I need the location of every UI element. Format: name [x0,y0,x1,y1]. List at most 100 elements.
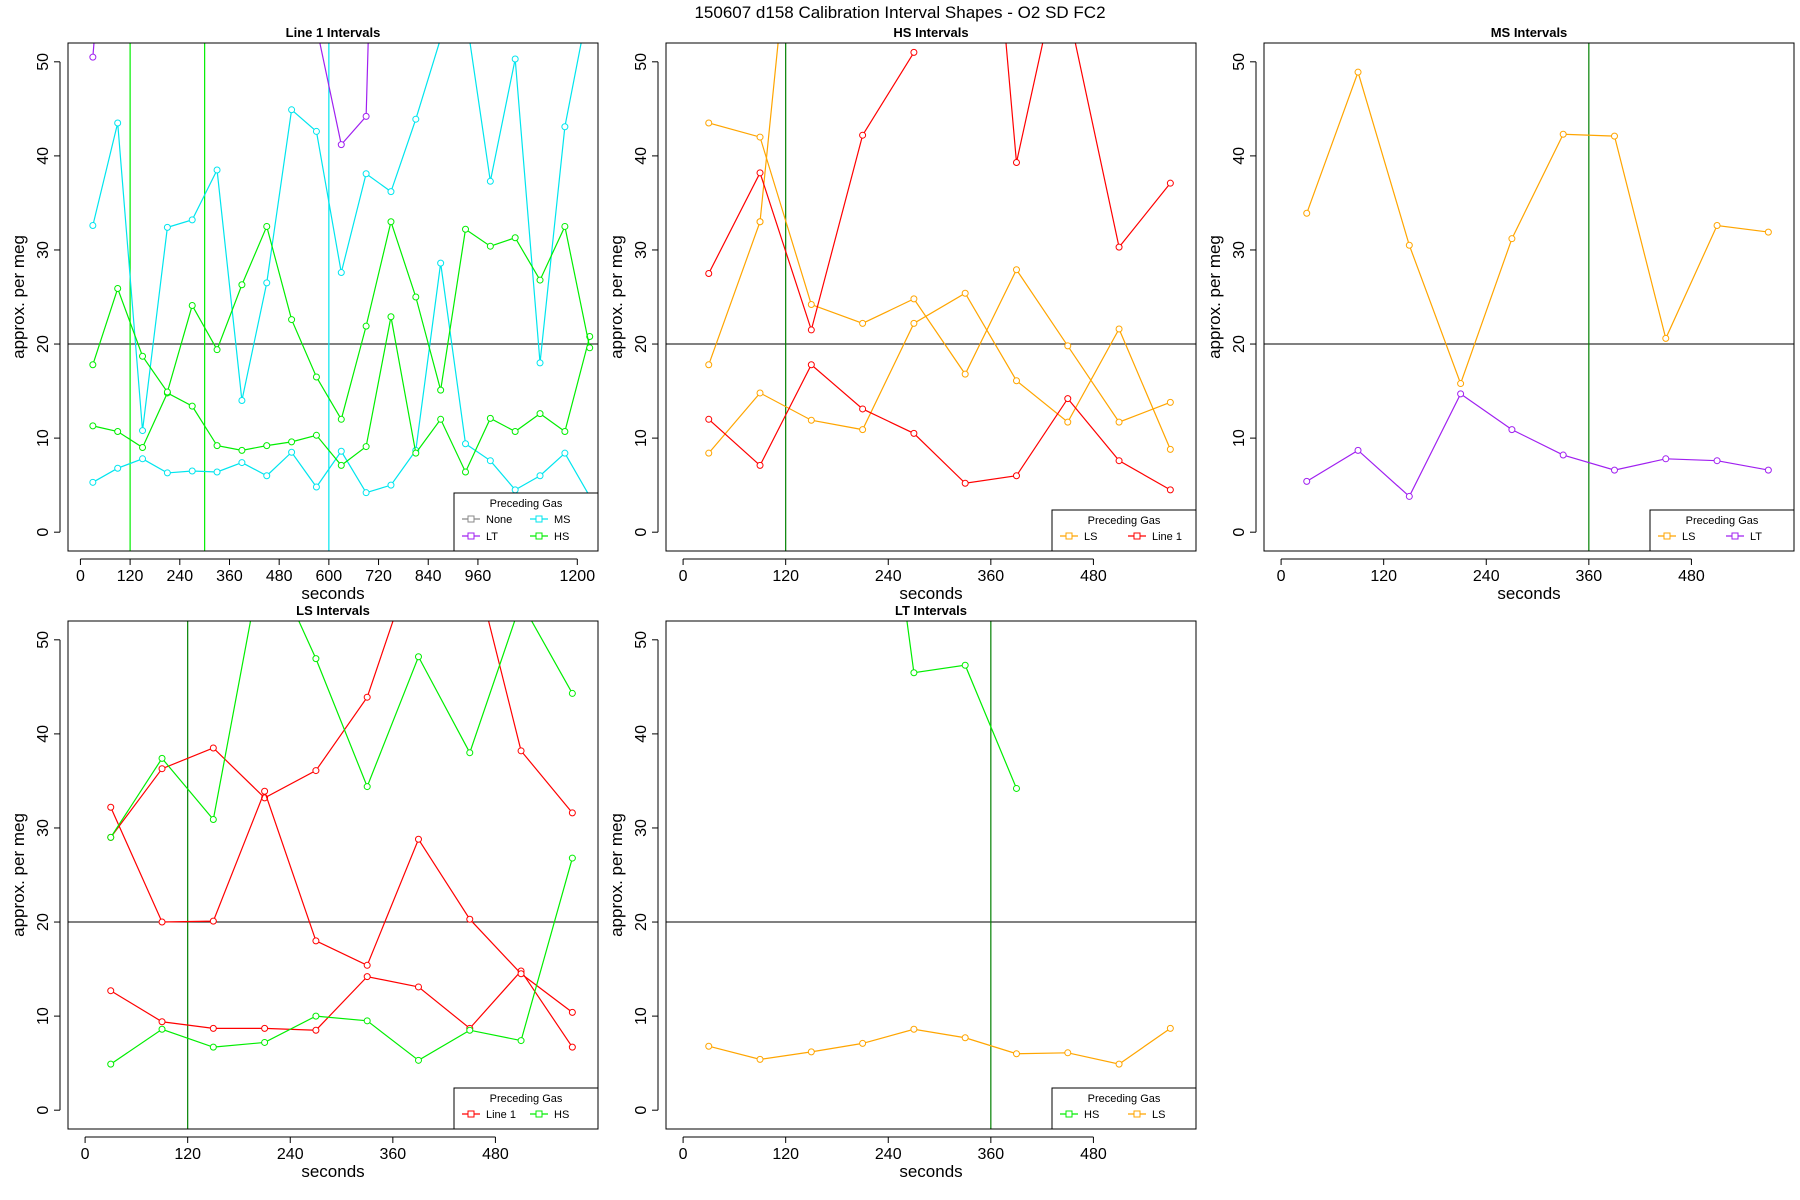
data-point [1012,377,1020,385]
x-axis: 0 120 240 360 480 seconds [679,558,1107,603]
y-tick-label: 0 [35,1106,52,1115]
legend-swatch-marker [467,1110,475,1118]
data-point [312,1012,320,1020]
data-point [756,218,764,226]
data-point [511,428,519,436]
data-point [568,809,576,817]
data-point [466,749,474,757]
data-point [288,438,296,446]
plot-area [68,621,598,1129]
x-tick-label: 360 [1575,568,1602,585]
data-point [261,1038,269,1046]
x-tick-label: 360 [977,1146,1004,1163]
x-axis-label: seconds [301,1162,364,1181]
x-tick-label: 480 [1678,568,1705,585]
data-point [807,361,815,369]
legend-entry: LS [1060,531,1097,543]
y-axis-label: approx. per meg [9,813,28,937]
figure-title: 150607 d158 Calibration Interval Shapes … [694,3,1105,22]
x-tick-label: 120 [1370,568,1397,585]
legend-swatch-marker [535,532,543,540]
data-point [1012,1050,1020,1058]
data-point [910,319,918,327]
data-point [263,222,271,230]
panel-title: LS Intervals [296,603,370,618]
data-point [961,1034,969,1042]
data-point [288,106,296,114]
y-tick-label: 50 [633,631,650,649]
panel-title: Line 1 Intervals [286,25,381,40]
y-axis: 0 10 20 30 40 50 approx. per meg [9,631,61,1115]
data-point [1012,784,1020,792]
data-point [362,170,370,178]
data-point [1166,179,1174,187]
data-point [337,141,345,149]
panel-4: LS Intervals 0 120 240 360 480 seconds 0 10 20 30 4… [9,603,599,1181]
data-point [1610,132,1618,140]
legend-label: LT [486,531,498,543]
data-point [1354,446,1362,454]
data-point [517,747,525,755]
x-tick-label: 0 [1277,568,1286,585]
data-point [1764,228,1772,236]
data-point [107,833,115,841]
legend-entry: LT [1726,531,1762,543]
data-point [312,1026,320,1034]
series-ls [705,119,1174,426]
x-axis: 0 120 240 360 480 seconds [679,1136,1107,1181]
data-point [412,293,420,301]
legend-title: Preceding Gas [1088,515,1161,527]
series-ls [1303,68,1772,388]
data-point [517,970,525,978]
y-tick-label: 0 [633,1106,650,1115]
data-point [756,461,764,469]
data-point [462,225,469,233]
y-tick-label: 50 [35,53,52,71]
plot-frame [67,620,599,1130]
series-hs [89,313,594,476]
data-point [486,414,494,422]
data-point [517,1037,525,1045]
x-axis: 0 120 240 360 480 600 720 840 960 1200 seconds [76,558,595,603]
data-point [238,396,246,404]
x-tick-label: 0 [76,568,85,585]
series-line [708,1027,1171,1065]
x-tick-label: 480 [1080,568,1107,585]
plot-area [68,43,598,551]
data-point [1713,457,1721,465]
legend-swatch-marker [1663,532,1671,540]
legend-swatch-marker [467,532,475,540]
data-point [1115,457,1123,465]
y-tick-label: 0 [35,528,52,537]
data-point [158,754,166,762]
x-axis: 0 120 240 360 480 seconds [1277,558,1705,603]
legend-swatch-marker [1731,532,1739,540]
data-point [209,744,217,752]
x-tick-label: 0 [679,568,688,585]
data-point [312,483,320,491]
x-tick-label: 600 [316,568,343,585]
legend-box [453,1087,599,1130]
plot-frame [67,42,599,552]
data-point [859,319,867,327]
y-tick-label: 20 [1231,335,1248,353]
y-tick-label: 40 [35,725,52,743]
panel-title: HS Intervals [893,25,968,40]
data-point [961,479,969,487]
data-point [337,447,345,455]
series-ms [89,43,582,435]
x-tick-label: 240 [166,568,193,585]
series-line-1 [107,621,576,841]
data-point [158,765,166,773]
series-line [110,789,573,1013]
legend-label: HS [554,531,569,543]
y-tick-label: 50 [1231,53,1248,71]
plot-area [666,43,1196,551]
y-tick-label: 40 [633,725,650,743]
data-point [1064,395,1072,403]
data-point [263,442,271,450]
data-point [859,405,867,413]
data-point [363,783,371,791]
series-lt [1303,390,1772,500]
data-point [1764,466,1772,474]
